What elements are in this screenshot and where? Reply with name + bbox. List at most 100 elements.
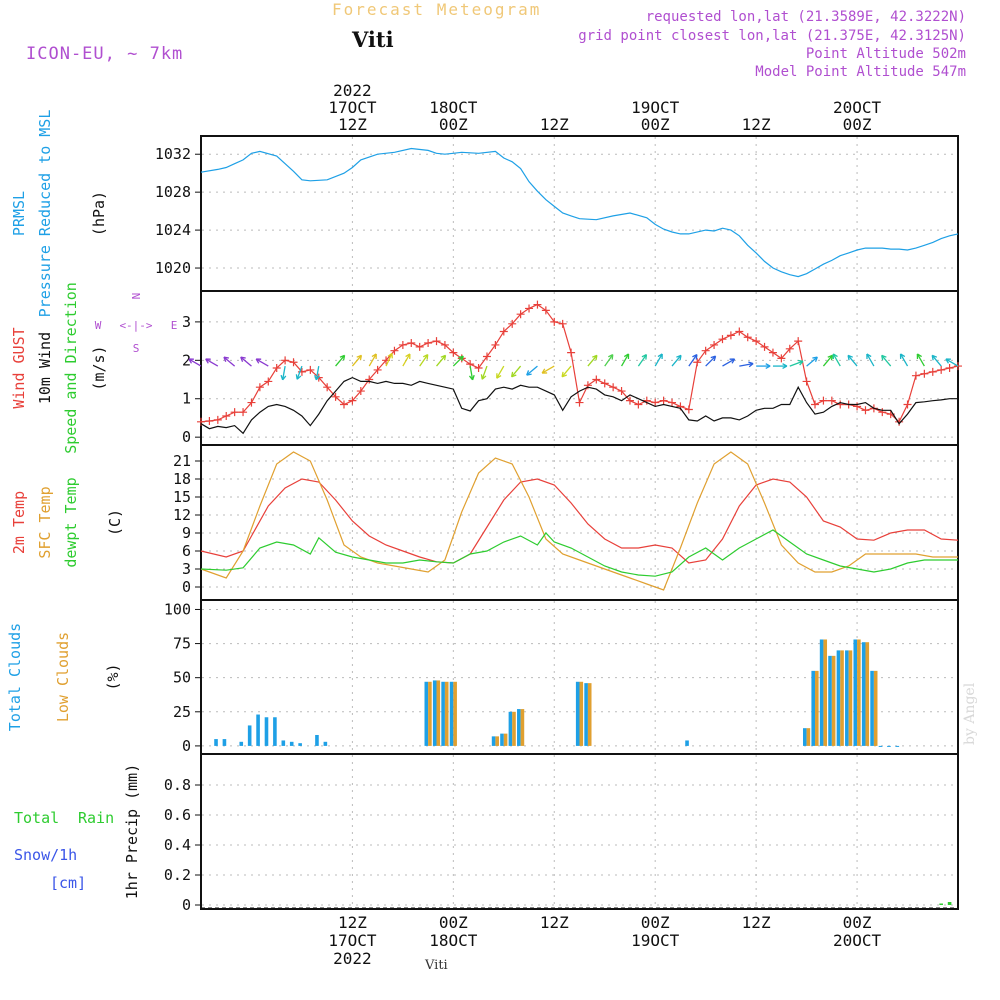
wind-arrow bbox=[385, 353, 393, 367]
y-tick-label: 100 bbox=[164, 600, 191, 618]
wind-arrow bbox=[481, 365, 488, 380]
wind-arrow-head bbox=[782, 363, 788, 370]
gust-marker bbox=[609, 383, 618, 392]
bar-total_cloud bbox=[315, 734, 319, 746]
gust-marker bbox=[735, 327, 744, 336]
wind-arrow bbox=[351, 354, 362, 367]
bar-rain bbox=[939, 903, 943, 905]
gust-marker bbox=[239, 408, 248, 417]
gust-marker bbox=[449, 348, 458, 357]
gust-marker bbox=[550, 317, 559, 326]
y-tick-label: 0 bbox=[182, 578, 191, 596]
legend-rain: Rain bbox=[78, 809, 114, 827]
time-label-bottom: 00Z bbox=[843, 913, 872, 932]
time-label-bottom: 12Z bbox=[742, 913, 771, 932]
point-altitude: Point Altitude 502m bbox=[805, 46, 966, 62]
y-tick-label: 1032 bbox=[155, 145, 191, 163]
wind-arrow bbox=[452, 355, 464, 367]
gust-marker bbox=[583, 381, 592, 390]
gust-marker bbox=[785, 344, 794, 353]
wind-arrow bbox=[847, 354, 858, 367]
wind-arrow bbox=[705, 355, 717, 367]
wind-arrow bbox=[469, 365, 474, 380]
y-tick-label: 3 bbox=[182, 313, 191, 331]
grid-point-coords: grid point closest lon,lat (21.375E, 42.… bbox=[578, 28, 966, 44]
gust-marker bbox=[213, 415, 222, 424]
bar-low_cloud bbox=[587, 683, 592, 746]
axis-label: Total Clouds bbox=[6, 623, 24, 731]
gust-marker bbox=[281, 356, 290, 365]
gust-marker bbox=[474, 364, 483, 372]
bar-total_cloud bbox=[273, 717, 277, 746]
gust-marker bbox=[525, 304, 534, 313]
wind-arrow bbox=[402, 353, 411, 367]
bar-total_cloud bbox=[441, 681, 445, 746]
bar-total_cloud bbox=[500, 733, 504, 746]
bar-low_cloud bbox=[823, 639, 828, 746]
axis-label: (C) bbox=[106, 509, 124, 536]
wind-arrow-head bbox=[295, 374, 302, 380]
model-label: ICON-EU, ~ 7km bbox=[26, 44, 184, 64]
gust-marker bbox=[659, 396, 668, 405]
model-point-altitude: Model Point Altitude 547m bbox=[755, 64, 966, 80]
time-label-bottom: 12Z bbox=[540, 913, 569, 932]
wind-arrow-head bbox=[387, 352, 393, 359]
y-tick-label: 1028 bbox=[155, 183, 191, 201]
time-label-top: 18OCT bbox=[429, 98, 478, 117]
wind-arrow bbox=[419, 354, 429, 367]
gust-marker bbox=[306, 365, 315, 374]
wind-arrow bbox=[671, 354, 682, 367]
bar-total_cloud bbox=[432, 680, 437, 746]
time-label-bottom: 00Z bbox=[641, 913, 670, 932]
gust-marker bbox=[491, 340, 500, 349]
wind-arrow-head bbox=[827, 354, 834, 361]
bar-low_cloud bbox=[579, 681, 584, 746]
wind-arrow-head bbox=[931, 354, 938, 361]
wind-arrow bbox=[315, 365, 320, 380]
y-tick-label: 50 bbox=[173, 669, 191, 687]
bar-low_cloud bbox=[495, 736, 499, 746]
axis-label: 10m Wind bbox=[36, 332, 54, 404]
wind-arrow-head bbox=[641, 354, 648, 360]
wind-arrow-head bbox=[899, 353, 906, 359]
gust-marker bbox=[651, 398, 660, 407]
wind-arrow bbox=[223, 356, 236, 367]
wind-arrow bbox=[188, 358, 202, 367]
axis-label: (hPa) bbox=[90, 191, 108, 236]
gust-marker bbox=[718, 335, 727, 344]
bar-total_cloud bbox=[803, 728, 807, 746]
y-tick-label: 12 bbox=[173, 506, 191, 524]
gust-marker bbox=[693, 358, 702, 367]
bar-total_cloud bbox=[222, 739, 227, 746]
wind-arrow bbox=[496, 365, 505, 379]
bar-low_cloud bbox=[806, 728, 811, 746]
bar-total_cloud bbox=[845, 650, 849, 746]
footer-station: Viti bbox=[425, 958, 448, 973]
bar-total_cloud bbox=[281, 740, 286, 746]
gust-marker bbox=[668, 398, 677, 407]
wind-arrow bbox=[789, 360, 804, 367]
requested-coords: requested lon,lat (21.3589E, 42.3222N) bbox=[645, 9, 966, 25]
gust-marker bbox=[911, 371, 920, 380]
bar-total_cloud bbox=[517, 709, 521, 746]
bar-total_cloud bbox=[887, 745, 891, 747]
gust-marker bbox=[861, 406, 870, 415]
gust-marker bbox=[365, 375, 374, 384]
legend-snow: Snow/1h bbox=[14, 846, 77, 864]
y-tick-label: 0 bbox=[182, 896, 191, 914]
wind-arrow-head bbox=[607, 354, 614, 360]
wind-arrow-head bbox=[468, 374, 475, 381]
time-label-bottom: 2022 bbox=[333, 949, 372, 968]
gust-marker bbox=[634, 400, 643, 409]
bar-low_cloud bbox=[857, 639, 861, 746]
bar-total_cloud bbox=[491, 736, 496, 746]
bar-total_cloud bbox=[811, 670, 816, 746]
panel-frame-2 bbox=[200, 444, 959, 601]
forecast-meteogram-title: Forecast Meteogram bbox=[332, 0, 542, 19]
bar-low_cloud bbox=[873, 670, 878, 746]
compass-n: N bbox=[130, 293, 143, 300]
wind-arrow-head bbox=[205, 358, 211, 364]
bar-total_cloud bbox=[878, 745, 883, 747]
bar-total_cloud bbox=[861, 642, 866, 746]
wind-arrow bbox=[526, 365, 538, 376]
